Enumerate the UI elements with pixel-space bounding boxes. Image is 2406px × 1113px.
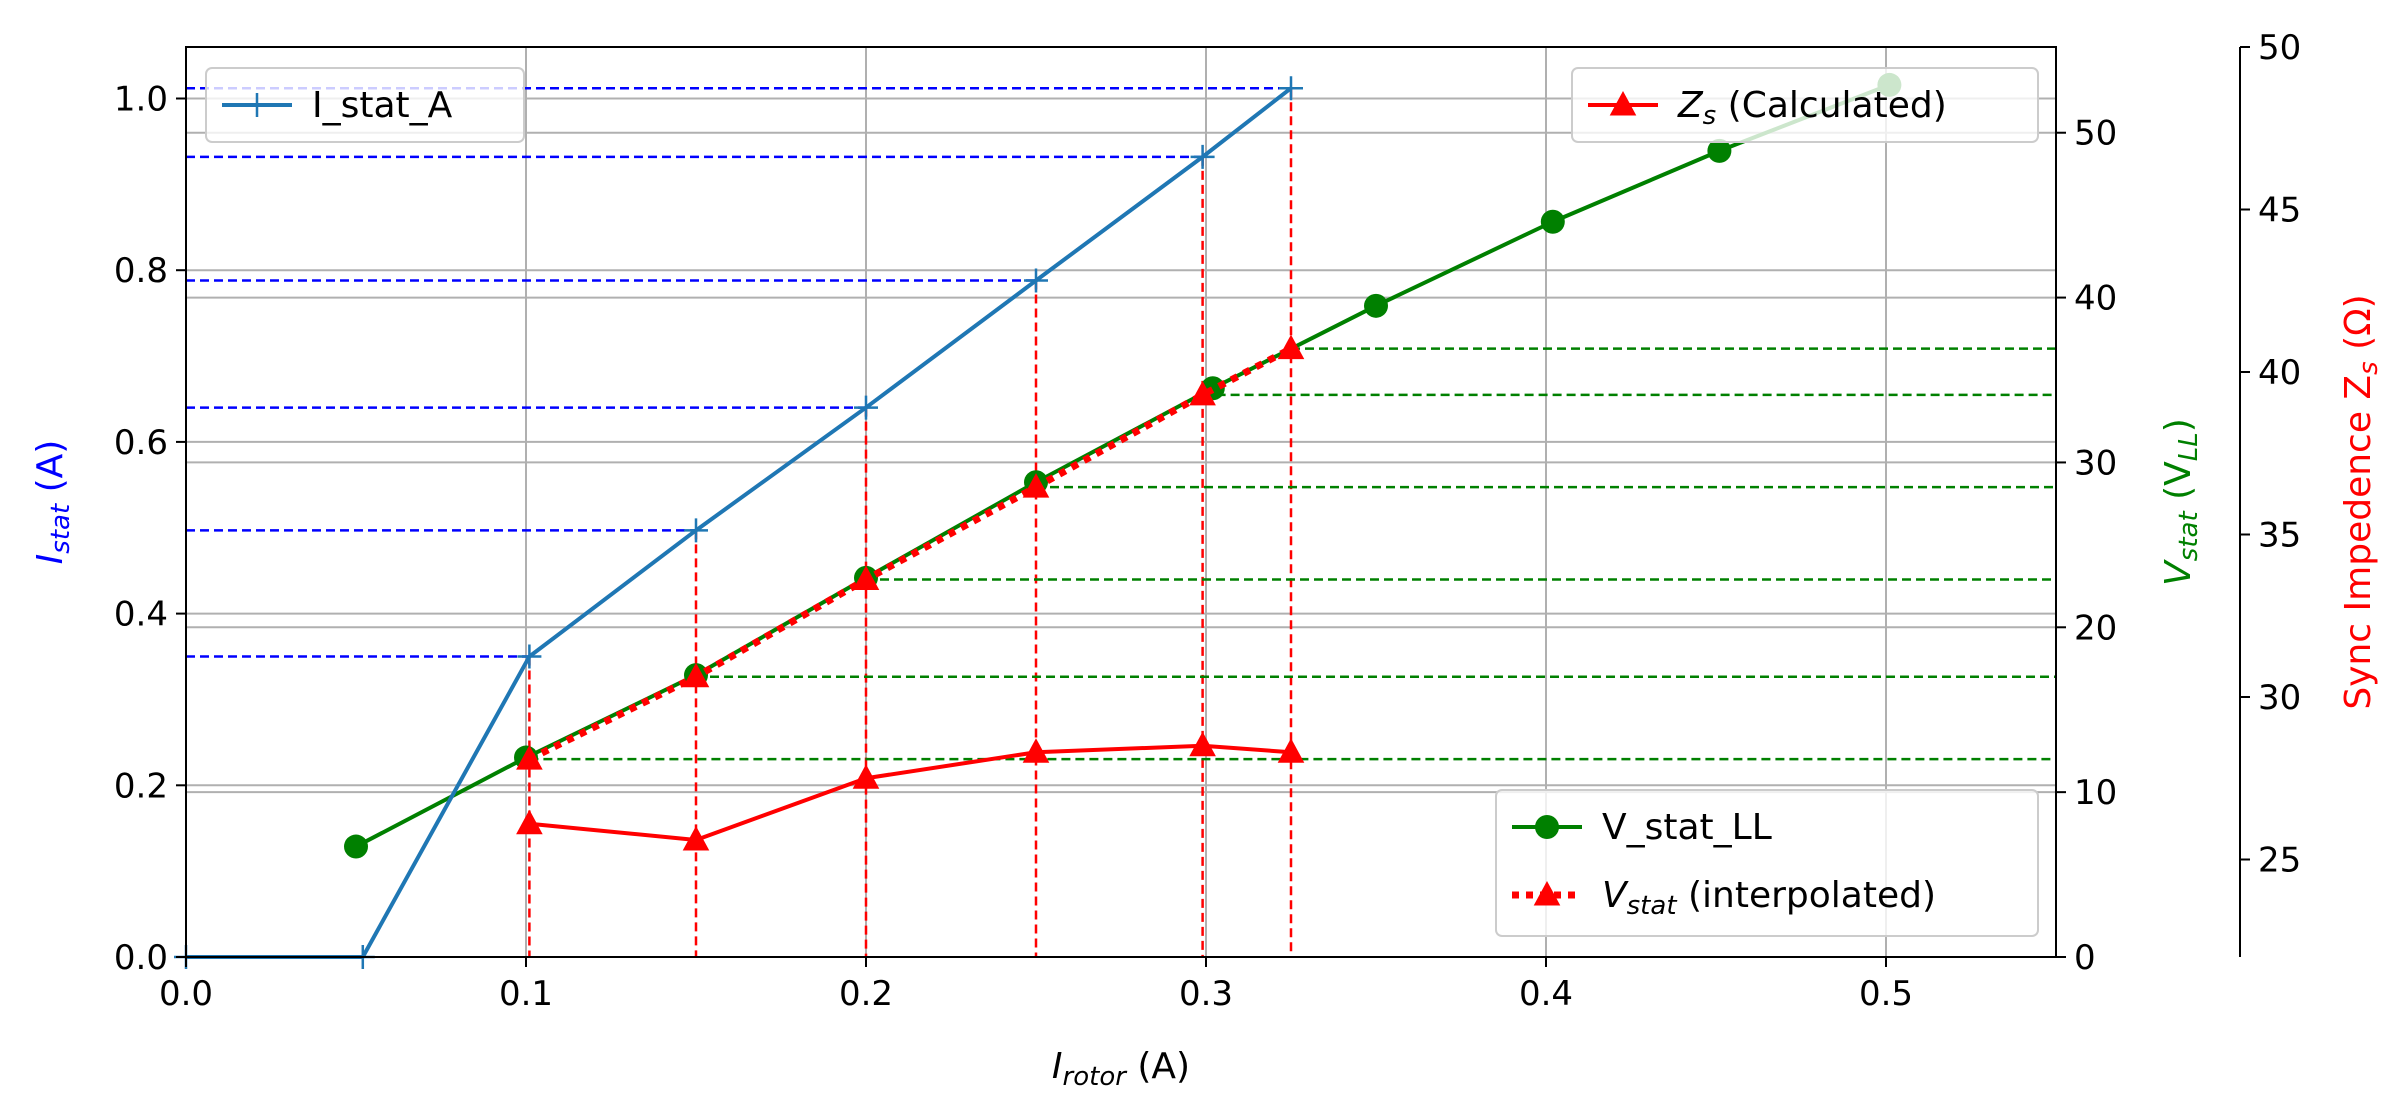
data-point xyxy=(852,565,880,590)
legend-label: Zs (Calculated) xyxy=(1677,85,1947,131)
right1-tick-label: 30 xyxy=(2074,443,2117,483)
data-point xyxy=(1024,268,1048,293)
data-point xyxy=(682,826,710,851)
data-point xyxy=(1277,738,1305,763)
left-tick-label: 0.4 xyxy=(114,595,168,635)
x-tick-label: 0.5 xyxy=(1859,974,1913,1014)
legend-v-stat: V_stat_LL Vstat (interpolated) xyxy=(1495,789,2039,937)
data-point xyxy=(344,834,368,859)
right1-tick-label: 40 xyxy=(2074,279,2117,319)
right1-tick-label: 10 xyxy=(2074,773,2117,813)
legend-swatch-marker xyxy=(1533,881,1561,906)
right2-axis-label: Sync Impedence Zs (Ω) xyxy=(2338,294,2384,709)
series-line xyxy=(527,345,1293,763)
legend-frame xyxy=(1495,789,2039,937)
series-line xyxy=(186,86,1293,959)
legends: I_stat_A Zs (Calculated) V_stat_LL Vstat (i… xyxy=(205,67,2039,937)
left-tick-label: 0.8 xyxy=(114,251,168,291)
data-point xyxy=(1364,293,1388,318)
data-point xyxy=(1189,380,1216,406)
left-tick-label: 1.0 xyxy=(114,80,168,120)
data-point xyxy=(854,395,878,420)
left-tick-label: 0.2 xyxy=(114,766,168,806)
data-point xyxy=(852,764,880,789)
series-Zs_calculated xyxy=(516,731,1305,851)
x-tick-label: 0.0 xyxy=(159,974,213,1014)
legend-swatch-marker xyxy=(245,93,269,117)
right2-tick-label: 40 xyxy=(2258,353,2301,393)
x-axis-label: Irotor (A) xyxy=(1052,1046,1190,1092)
x-tick-label: 0.4 xyxy=(1519,974,1573,1014)
data-point xyxy=(684,518,708,543)
right2-tick-label: 30 xyxy=(2258,678,2301,718)
data-point xyxy=(682,662,710,688)
legend-frame xyxy=(205,67,525,143)
data-point xyxy=(1707,138,1732,163)
legend-i-stat: I_stat_A xyxy=(205,67,525,143)
legend-label: Vstat (interpolated) xyxy=(1602,875,1936,921)
left-tick-label: 0.6 xyxy=(114,423,168,463)
data-point xyxy=(1022,473,1050,498)
right1-tick-label: 0 xyxy=(2074,938,2096,978)
plot-frame xyxy=(185,46,2057,958)
right2-tick-label: 35 xyxy=(2258,516,2301,556)
series-line xyxy=(529,743,1292,842)
left-tick-label: 0.0 xyxy=(114,938,168,978)
right2-tick-label: 45 xyxy=(2258,191,2301,231)
legend-zs: Zs (Calculated) xyxy=(1571,67,2039,143)
legend-label: V_stat_LL xyxy=(1602,807,1772,848)
legend-label: I_stat_A xyxy=(312,85,453,126)
right1-tick-label: 50 xyxy=(2074,114,2117,154)
data-point xyxy=(1277,334,1305,360)
data-point xyxy=(1022,738,1050,763)
x-tick-label: 0.3 xyxy=(1179,974,1233,1014)
legend-frame xyxy=(1571,67,2039,143)
series-Vstat_interpolated xyxy=(516,334,1305,770)
data-point xyxy=(1540,209,1565,234)
axes: 0.0 0.1 0.2 0.3 0.4 0.5 Irotor (A) 0.0 0.2 0.4 0.6… xyxy=(30,28,2384,1092)
right1-tick-label: 20 xyxy=(2074,608,2117,648)
right1-axis-label: Vstat (VLL) xyxy=(2158,418,2204,586)
legend-swatch-marker xyxy=(1609,91,1637,116)
right2-tick-label: 50 xyxy=(2258,28,2301,68)
data-point xyxy=(1279,76,1303,101)
x-tick-label: 0.2 xyxy=(839,974,893,1014)
legend-swatch-marker xyxy=(1535,815,1559,839)
data-point xyxy=(1189,731,1216,757)
data-point xyxy=(516,745,543,770)
data-point xyxy=(1190,144,1215,169)
x-tick-label: 0.1 xyxy=(499,974,553,1014)
data-point xyxy=(516,809,543,835)
left-axis-label: Istat (A) xyxy=(30,440,76,565)
data-point xyxy=(517,644,542,669)
right2-tick-label: 25 xyxy=(2258,841,2301,881)
series-layer xyxy=(174,72,1902,969)
